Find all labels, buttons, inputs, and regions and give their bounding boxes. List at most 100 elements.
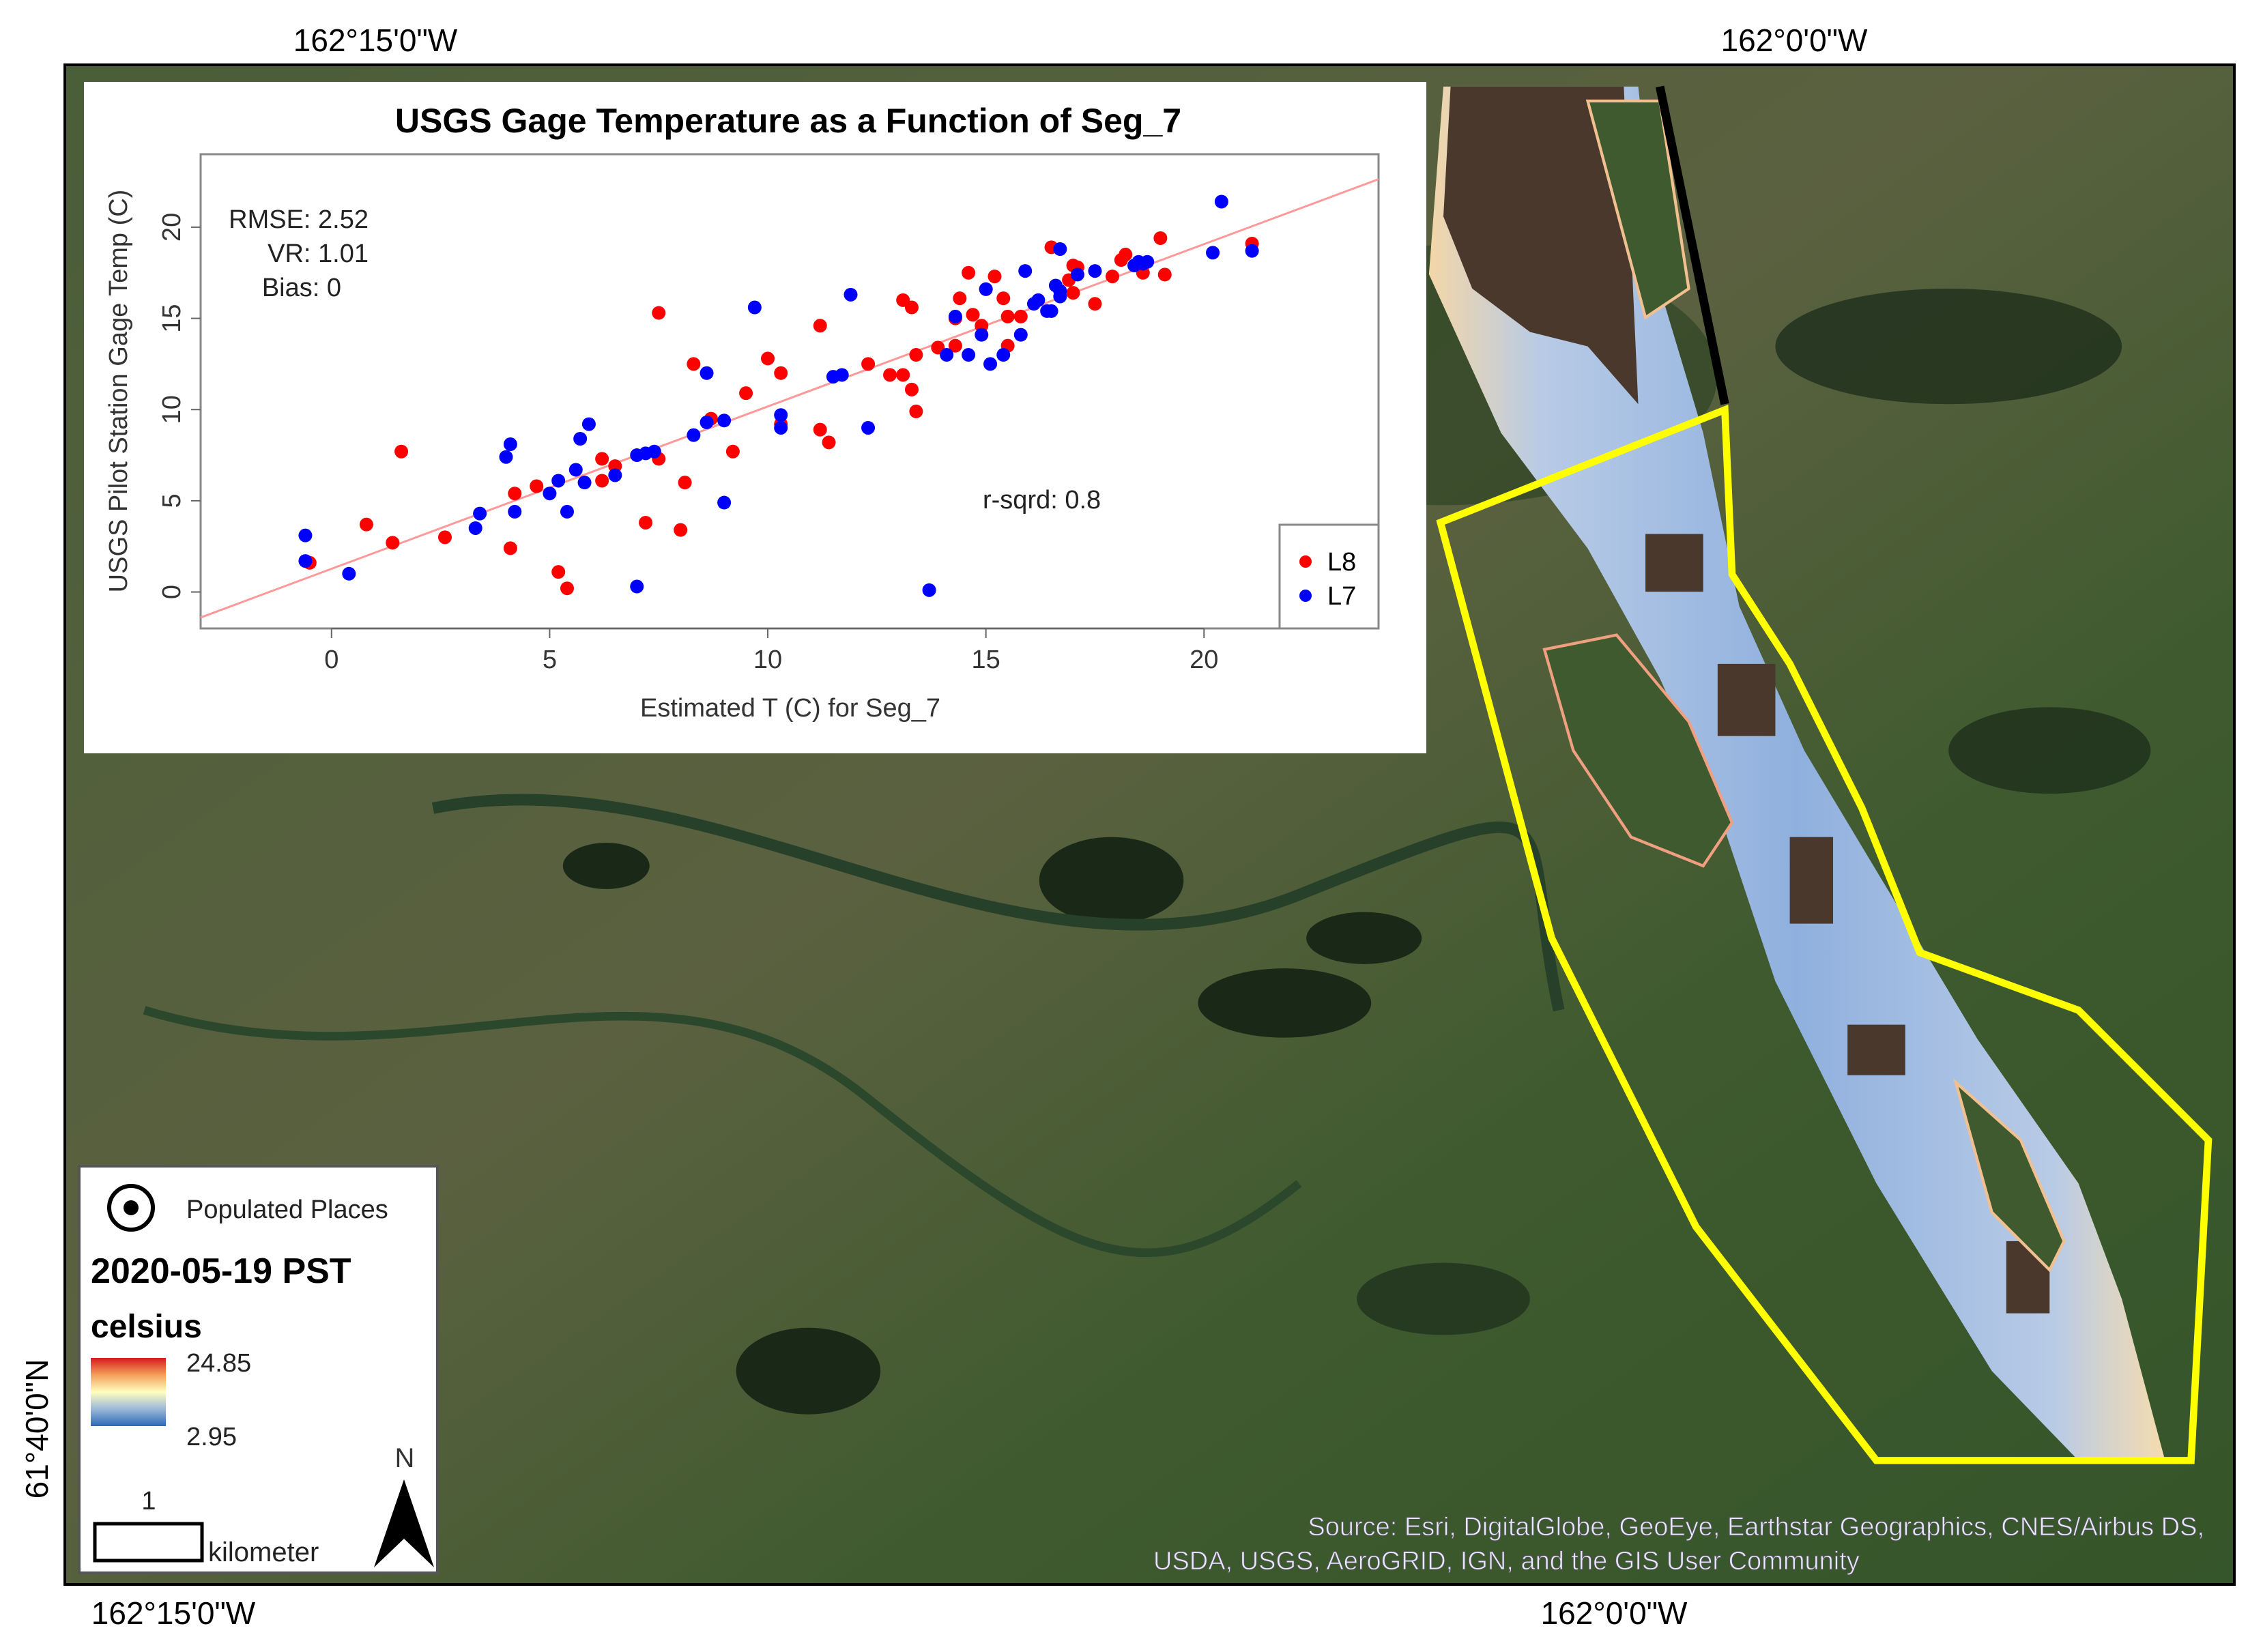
data-point-l7 bbox=[608, 468, 622, 482]
data-point-l8 bbox=[883, 368, 897, 382]
no-data-patch bbox=[1443, 86, 1639, 405]
x-tick-label: 5 bbox=[543, 646, 557, 674]
scatter-chart-inset: USGS Gage Temperature as a Function of S… bbox=[84, 82, 1426, 753]
data-point-l7 bbox=[962, 348, 976, 362]
map-legend: Populated Places 2020-05-19 PST celsius … bbox=[78, 1165, 439, 1574]
data-points bbox=[298, 194, 1259, 597]
data-point-l8 bbox=[595, 474, 609, 488]
data-point-l8 bbox=[725, 444, 740, 459]
data-point-l7 bbox=[560, 504, 574, 519]
data-point-l7 bbox=[508, 504, 522, 519]
data-point-l7 bbox=[342, 566, 356, 581]
no-data-patch bbox=[1789, 837, 1834, 924]
ramp-min-label: 2.95 bbox=[186, 1423, 237, 1451]
study-area-outline[interactable] bbox=[1436, 405, 2212, 1464]
data-point-l7 bbox=[543, 487, 557, 501]
data-point-l8 bbox=[386, 536, 400, 550]
data-point-l8 bbox=[652, 306, 666, 320]
y-tick-label: 5 bbox=[158, 493, 186, 508]
ramp-max-label: 24.85 bbox=[186, 1349, 251, 1378]
y-tick-label: 15 bbox=[158, 304, 186, 332]
data-point-l8 bbox=[1157, 267, 1172, 282]
vr-annotation: VR: 1.01 bbox=[268, 240, 369, 268]
chart-background bbox=[84, 82, 1426, 753]
data-point-l7 bbox=[700, 415, 714, 429]
data-point-l7 bbox=[747, 300, 762, 315]
data-point-l7 bbox=[568, 463, 583, 477]
data-point-l8 bbox=[678, 476, 692, 490]
data-point-l7 bbox=[499, 450, 513, 464]
data-point-l7 bbox=[503, 437, 517, 452]
data-point-l7 bbox=[1140, 255, 1155, 269]
data-point-l7 bbox=[298, 554, 313, 568]
data-point-l8 bbox=[1088, 297, 1102, 311]
data-point-l7 bbox=[975, 328, 989, 342]
legend-date: 2020-05-19 PST bbox=[91, 1251, 351, 1291]
data-point-l7 bbox=[948, 309, 962, 323]
data-point-l8 bbox=[904, 382, 919, 396]
data-point-l7 bbox=[573, 432, 588, 446]
data-point-l7 bbox=[1053, 242, 1067, 256]
data-point-l8 bbox=[813, 422, 827, 437]
y-tick-label: 20 bbox=[158, 213, 186, 242]
data-point-l7 bbox=[1088, 264, 1102, 278]
slough bbox=[431, 794, 1565, 1012]
data-point-l7 bbox=[700, 366, 714, 380]
attribution-text: USDA, USGS, AeroGRID, IGN, and the GIS U… bbox=[1153, 1547, 1860, 1576]
data-point-l7 bbox=[1053, 284, 1067, 298]
y-tick-label: 0 bbox=[158, 585, 186, 599]
data-point-l8 bbox=[1066, 286, 1080, 300]
chart-title: USGS Gage Temperature as a Function of S… bbox=[395, 102, 1181, 140]
data-point-l7 bbox=[581, 417, 596, 431]
legend-populated-places: Populated Places bbox=[186, 1195, 388, 1224]
graticule-label-left: 61°40'0"N bbox=[19, 1359, 55, 1499]
data-point-l7 bbox=[996, 348, 1011, 362]
scale-bar-value: 1 bbox=[141, 1487, 156, 1516]
data-point-l8 bbox=[988, 270, 1002, 284]
lake bbox=[1775, 289, 2122, 405]
data-point-l7 bbox=[1214, 194, 1228, 209]
data-point-l8 bbox=[687, 357, 701, 371]
lake bbox=[1306, 912, 1422, 964]
data-point-l7 bbox=[1245, 244, 1259, 258]
data-point-l8 bbox=[595, 452, 609, 466]
north-arrow-icon bbox=[374, 1479, 434, 1567]
lake bbox=[1198, 968, 1372, 1038]
lake bbox=[562, 843, 650, 889]
river-bank-line bbox=[1656, 85, 1729, 405]
data-point-l8 bbox=[896, 368, 910, 382]
lake bbox=[1948, 707, 2151, 794]
x-tick-label: 0 bbox=[324, 646, 338, 674]
data-point-l7 bbox=[1018, 264, 1033, 278]
x-tick-label: 10 bbox=[753, 646, 782, 674]
data-point-l8 bbox=[560, 581, 574, 596]
populated-places-icon-dot bbox=[124, 1200, 139, 1215]
data-point-l8 bbox=[739, 386, 753, 401]
map-frame bbox=[63, 63, 2236, 1586]
data-point-l8 bbox=[813, 319, 827, 333]
data-point-l7 bbox=[1206, 246, 1220, 260]
data-point-l7 bbox=[844, 287, 858, 302]
data-point-l7 bbox=[717, 414, 732, 428]
island bbox=[1952, 1077, 2066, 1273]
data-point-l7 bbox=[468, 521, 482, 535]
data-point-l7 bbox=[1031, 293, 1046, 307]
data-point-l7 bbox=[1044, 304, 1058, 318]
data-point-l8 bbox=[551, 565, 566, 579]
data-point-l8 bbox=[996, 291, 1011, 306]
legend-marker-l8 bbox=[1299, 555, 1312, 568]
data-point-l8 bbox=[394, 444, 409, 459]
north-label: N bbox=[395, 1443, 415, 1473]
data-point-l8 bbox=[774, 366, 788, 380]
legend-label-l8: L8 bbox=[1327, 548, 1356, 577]
data-point-l7 bbox=[861, 420, 876, 435]
data-point-l8 bbox=[508, 487, 522, 501]
x-axis: 0 5 10 15 20 bbox=[324, 628, 1218, 674]
no-data-patch bbox=[1847, 1024, 1905, 1075]
x-axis-label: Estimated T (C) for Seg_7 bbox=[640, 694, 940, 723]
data-point-l7 bbox=[647, 444, 661, 459]
data-point-l7 bbox=[979, 282, 993, 296]
data-point-l8 bbox=[674, 523, 688, 537]
data-point-l8 bbox=[904, 300, 919, 315]
data-point-l8 bbox=[948, 338, 962, 353]
